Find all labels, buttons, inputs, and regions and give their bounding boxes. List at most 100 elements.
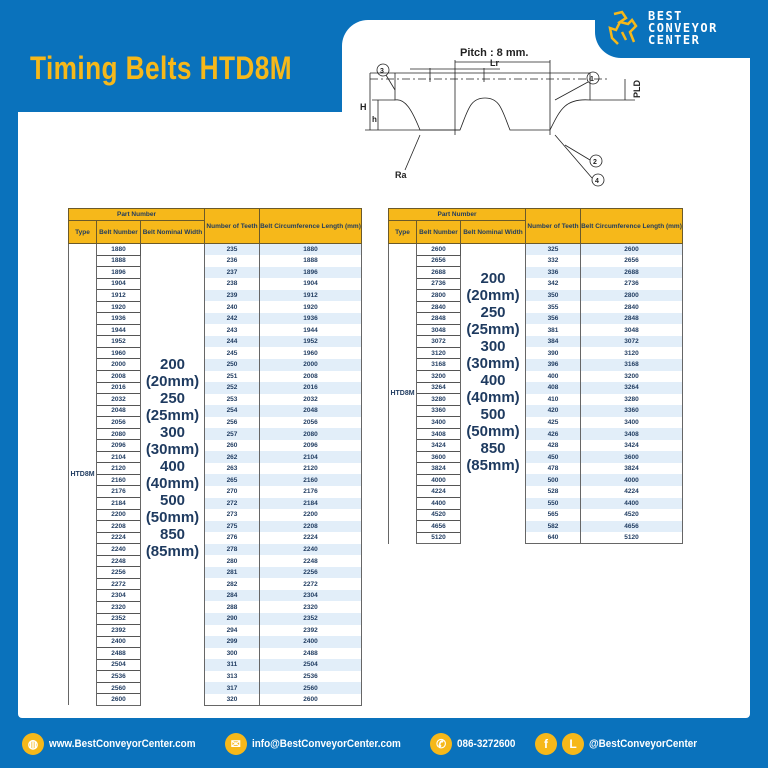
circumference-length: 2032 [259, 393, 362, 406]
table-row: 2048 254 2048 [69, 404, 362, 418]
belt-number: 4520 [416, 508, 461, 522]
table-row: 1920 240 1920 [69, 300, 362, 314]
belt-number: 2600 [96, 693, 141, 706]
circumference-length: 2848 [580, 312, 683, 325]
table-row: 2208 275 2208 [69, 520, 362, 533]
belt-number: 1896 [96, 266, 141, 279]
belt-profile-diagram: Pitch : 8 mm. Lr PLD H h Ra 3 1 2 4 [360, 47, 642, 187]
table-row: 1960 245 1960 [69, 346, 362, 360]
teeth-count: 251 [204, 370, 260, 383]
teeth-count: 299 [204, 636, 260, 648]
teeth-count: 294 [204, 624, 260, 637]
facebook-icon[interactable]: f [535, 733, 558, 755]
teeth-count: 235 [204, 243, 260, 256]
teeth-count: 313 [204, 670, 260, 683]
circumference-length: 1960 [259, 347, 362, 359]
table-row: 2256 281 2256 [69, 566, 362, 579]
teeth-count: 355 [525, 301, 581, 313]
teeth-count: 275 [204, 520, 260, 533]
belt-number: 2032 [96, 393, 141, 406]
table-row: 3408 426 3408 [389, 427, 683, 441]
circumference-length: 2208 [259, 520, 362, 533]
teeth-count: 281 [204, 566, 260, 579]
table-row: HTD8M 2600 200 (20mm) 250 (25mm) 300 (30mm) 400(… [388, 243, 683, 544]
table-row: 2096 260 2096 [69, 439, 362, 452]
callout-1: 1 [590, 76, 594, 83]
social-handle[interactable]: @BestConveyorCenter [589, 738, 698, 750]
teeth-count: 325 [525, 243, 581, 256]
table-row: 2536 313 2536 [69, 670, 362, 683]
teeth-count: 263 [204, 462, 260, 475]
belt-number: 2096 [96, 439, 141, 452]
nominal-width-item: 250 [480, 304, 506, 321]
nominal-width-item: (25mm) [466, 321, 520, 338]
horse-logo-icon [608, 10, 638, 45]
nominal-widths: 200 (20mm) 250 (25mm) 300 (30mm) 400 (40mm) 500(… [140, 243, 205, 706]
teeth-count: 300 [204, 647, 260, 660]
belt-number: 2176 [96, 485, 141, 499]
circumference-length: 2016 [259, 382, 362, 394]
logo-tab [595, 0, 768, 58]
callout-2: 2 [593, 159, 597, 166]
belt-number: 3600 [416, 450, 461, 464]
table-row: 3072 384 3072 [389, 335, 683, 348]
table-row: 1888 236 1888 [69, 254, 362, 268]
belt-number: 1960 [96, 346, 141, 360]
circumference-length: 2104 [259, 451, 362, 463]
belt-number: 1904 [96, 277, 141, 291]
belt-number: 1952 [96, 335, 141, 348]
teeth-count: 565 [525, 509, 581, 521]
table-row: 3120 390 3120 [389, 346, 683, 360]
teeth-count: 237 [204, 266, 260, 279]
nominal-width-item: 250 [159, 390, 186, 407]
circumference-length: 2048 [259, 405, 362, 417]
nominal-width-item: 300 [159, 424, 186, 441]
email-link[interactable]: info@BestConveyorCenter.com [251, 738, 401, 750]
nominal-width-item: 500 [480, 406, 506, 423]
spec-table-left: Part Number Number of Teeth Belt Circumfer… [68, 208, 362, 706]
nominal-width-item: (40mm) [466, 389, 520, 406]
website-link[interactable]: www.BestConveyorCenter.com [49, 738, 196, 750]
circumference-length: 2120 [259, 462, 362, 475]
belt-number: 3048 [416, 323, 461, 337]
teeth-count: 500 [525, 474, 581, 486]
table-row: 2080 257 2080 [69, 427, 362, 441]
table-row: 2056 256 2056 [69, 416, 362, 429]
phone-number[interactable]: 086-3272600 [457, 738, 516, 750]
teeth-count: 550 [525, 497, 581, 510]
table-row: 2120 263 2120 [69, 462, 362, 475]
line-icon[interactable]: L [562, 733, 585, 755]
teeth-count: 239 [204, 289, 260, 302]
circumference-length: 2656 [580, 255, 683, 267]
belt-number: 2056 [96, 416, 141, 429]
belt-number: 2488 [96, 647, 141, 660]
belt-number: 3264 [416, 381, 461, 395]
circumference-length: 4656 [580, 520, 683, 533]
belt-number: 2256 [96, 566, 141, 579]
table-row: 5120 640 5120 [389, 531, 683, 545]
circumference-length: 1912 [259, 289, 362, 302]
belt-number: 4656 [416, 520, 461, 533]
circumference-length: 2600 [580, 243, 683, 256]
belt-number: 1936 [96, 312, 141, 325]
circumference-length: 3824 [580, 462, 683, 475]
nominal-width-item: 850 [480, 440, 506, 457]
belt-number: 2272 [96, 577, 141, 591]
circumference-length: 2176 [259, 485, 362, 498]
teeth-count: 254 [204, 405, 260, 417]
circumference-length: 4400 [580, 497, 683, 510]
circumference-length: 2392 [259, 624, 362, 637]
belt-number: 2600 [416, 243, 461, 256]
teeth-count: 356 [525, 312, 581, 325]
table-row: 1896 237 1896 [69, 266, 362, 279]
belt-number: 3280 [416, 393, 461, 406]
teeth-count: 250 [204, 358, 260, 371]
teeth-count: 478 [525, 462, 581, 475]
teeth-count: 260 [204, 439, 260, 452]
table-row: 2200 273 2200 [69, 508, 362, 522]
circumference-length: 1936 [259, 312, 362, 325]
table-row: 3400 425 3400 [389, 416, 683, 429]
table-row: 2032 253 2032 [69, 393, 362, 406]
teeth-count: 288 [204, 601, 260, 613]
teeth-count: 450 [525, 451, 581, 463]
